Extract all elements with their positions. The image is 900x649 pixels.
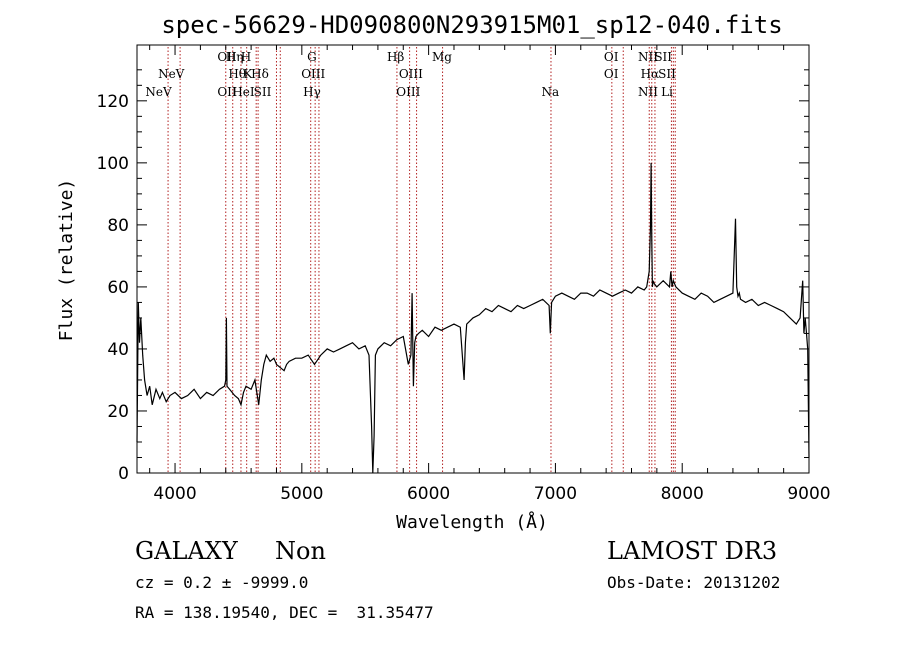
chart-title: spec-56629-HD090800N293915M01_sp12-040.f… xyxy=(161,11,782,39)
emission-line-label: Hβ xyxy=(387,50,404,64)
ra-dec-coordinates: RA = 138.19540, DEC = 31.35477 xyxy=(135,603,434,622)
emission-line-label: SII xyxy=(654,50,672,64)
x-tick-label: 4000 xyxy=(153,484,196,504)
emission-line-label: SII xyxy=(254,85,272,99)
emission-line-label: Hα xyxy=(641,67,660,81)
emission-line-label: Hθ xyxy=(228,67,246,81)
y-tick-label: 60 xyxy=(107,278,129,298)
emission-line-label: H xyxy=(241,50,251,64)
emission-line-label: Mg xyxy=(432,50,452,64)
emission-line-label: NeV xyxy=(145,85,172,99)
emission-line-label: K xyxy=(243,67,253,81)
emission-line-label: G xyxy=(307,50,317,64)
emission-line-label: Hδ xyxy=(251,67,269,81)
y-tick-label: 20 xyxy=(107,402,129,422)
x-tick-label: 5000 xyxy=(280,484,323,504)
emission-line-labels: NeVNeVOIIHηHHθKOIIHeIHδSIIGOIIIHγHβOIIIO… xyxy=(145,50,676,99)
spectrum-line xyxy=(136,162,810,474)
x-tick-label: 6000 xyxy=(407,484,450,504)
emission-line-label: NII xyxy=(638,85,658,99)
emission-line-markers xyxy=(167,47,676,472)
emission-line-label: Na xyxy=(542,85,560,99)
emission-line-label: SII xyxy=(658,67,676,81)
x-tick-label: 9000 xyxy=(787,484,830,504)
object-subclass: Non xyxy=(275,537,326,565)
emission-line-label: OIII xyxy=(399,67,423,81)
survey-name: LAMOST DR3 xyxy=(607,537,778,565)
plot-frame xyxy=(136,44,810,474)
emission-line-label: NeV xyxy=(158,67,185,81)
obs-date: Obs-Date: 20131202 xyxy=(607,573,781,592)
emission-line-label: OIII xyxy=(396,85,420,99)
y-tick-label: 100 xyxy=(97,154,129,174)
y-tick-label: 80 xyxy=(107,216,129,236)
emission-line-label: Li xyxy=(661,85,673,99)
x-tick-label: 7000 xyxy=(534,484,577,504)
emission-line-label: OI xyxy=(604,67,619,81)
y-tick-label: 0 xyxy=(118,464,129,484)
emission-line-label: Hη xyxy=(226,50,244,64)
emission-line-label: OI xyxy=(604,50,619,64)
y-tick-label: 40 xyxy=(107,340,129,360)
x-axis-label: Wavelength (Å) xyxy=(396,511,548,533)
emission-line-label: OIII xyxy=(301,67,325,81)
object-class: GALAXY xyxy=(135,537,238,565)
y-axis-label: Flux (relative) xyxy=(56,179,77,342)
emission-line-label: HeI xyxy=(232,85,255,99)
x-tick-label: 8000 xyxy=(661,484,704,504)
y-axis: 0 20 40 60 80 100 120 xyxy=(97,69,809,484)
emission-line-label: OII xyxy=(217,85,237,99)
emission-line-label: OII xyxy=(217,50,237,64)
redshift-cz: cz = 0.2 ± -9999.0 xyxy=(135,573,309,592)
x-axis: 4000 5000 6000 7000 8000 9000 xyxy=(149,45,831,504)
emission-line-label: Hγ xyxy=(303,85,321,99)
y-tick-label: 120 xyxy=(97,92,129,112)
emission-line-label: NII xyxy=(638,50,658,64)
